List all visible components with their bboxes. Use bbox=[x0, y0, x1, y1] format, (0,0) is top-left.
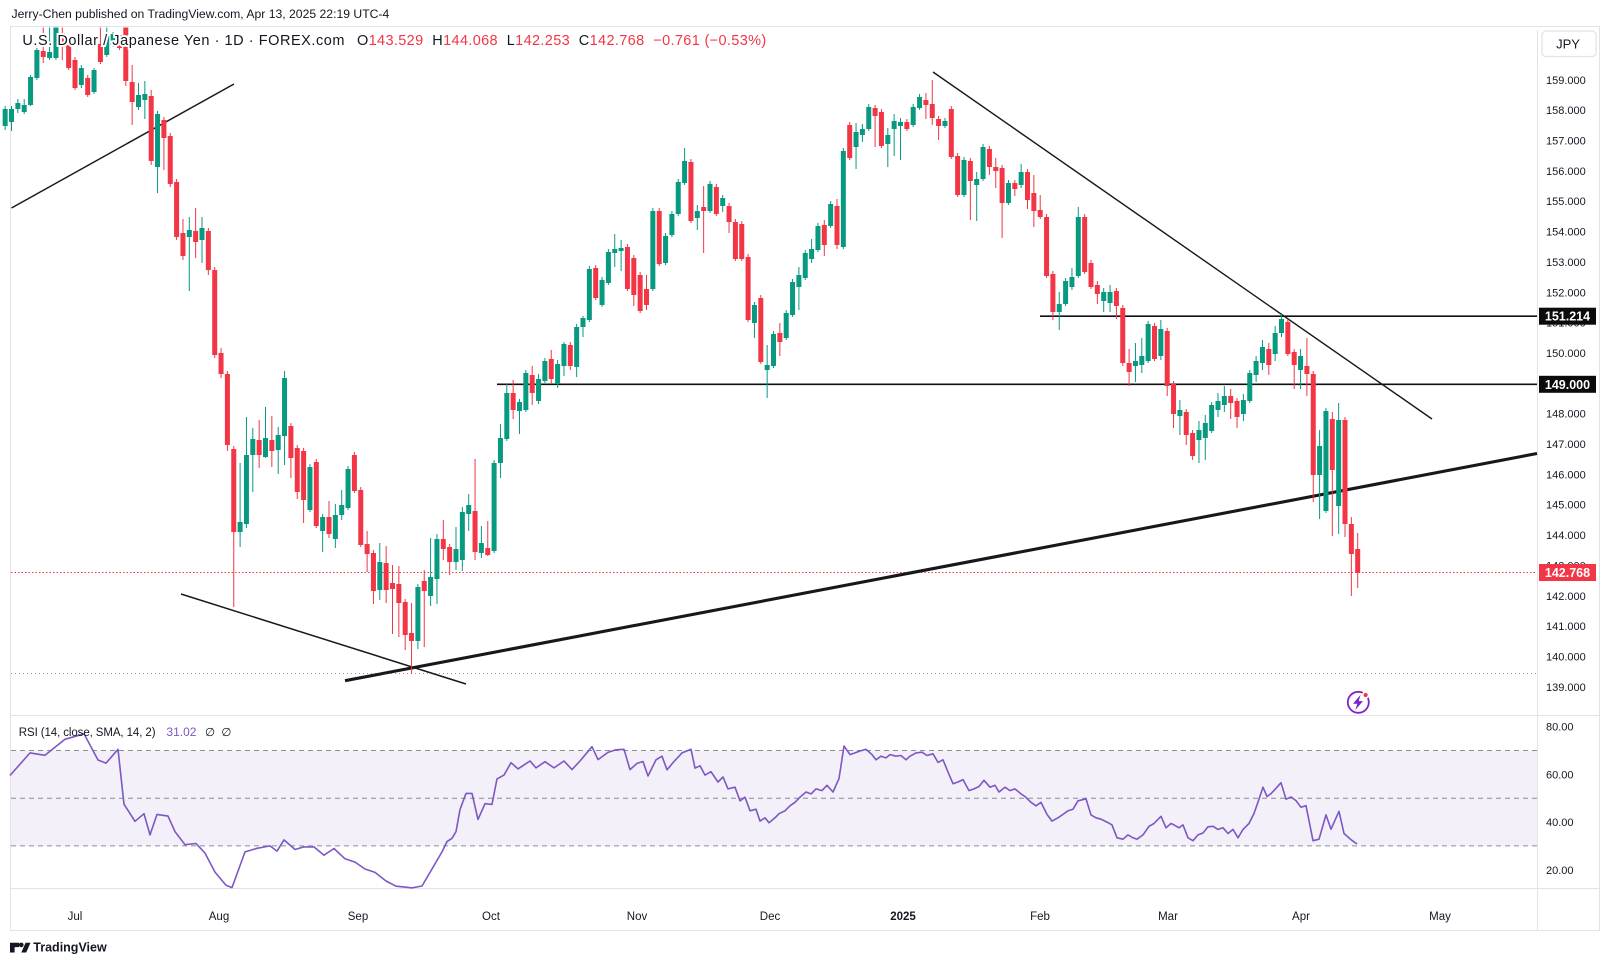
svg-text:Jerry-Chen published on Tradin: Jerry-Chen published on TradingView.com,… bbox=[12, 7, 390, 21]
svg-text:151.214: 151.214 bbox=[1545, 310, 1590, 324]
svg-text:Nov: Nov bbox=[627, 911, 648, 923]
svg-text:Oct: Oct bbox=[482, 911, 501, 923]
svg-text:149.000: 149.000 bbox=[1545, 378, 1590, 392]
svg-text:Aug: Aug bbox=[209, 911, 229, 923]
svg-text:145.000: 145.000 bbox=[1546, 500, 1586, 512]
svg-text:Jul: Jul bbox=[68, 911, 83, 923]
svg-text:148.000: 148.000 bbox=[1546, 409, 1586, 421]
svg-text:144.000: 144.000 bbox=[1546, 530, 1586, 542]
svg-text:152.000: 152.000 bbox=[1546, 287, 1586, 299]
svg-text:TradingView: TradingView bbox=[33, 941, 107, 955]
svg-text:May: May bbox=[1429, 911, 1451, 923]
svg-text:140.000: 140.000 bbox=[1546, 652, 1586, 664]
svg-text:2025: 2025 bbox=[890, 911, 916, 923]
svg-text:U.S. Dollar / Japanese Yen · 1: U.S. Dollar / Japanese Yen · 1D · FOREX.… bbox=[22, 33, 345, 49]
svg-text:JPY: JPY bbox=[1556, 37, 1580, 52]
svg-text:147.000: 147.000 bbox=[1546, 439, 1586, 451]
svg-text:O143.529 H144.068 L142.253: O143.529 H144.068 L142.253 C142.768 −0.7… bbox=[357, 33, 767, 49]
svg-text:155.000: 155.000 bbox=[1546, 196, 1586, 208]
svg-text:154.000: 154.000 bbox=[1546, 227, 1586, 239]
svg-text:146.000: 146.000 bbox=[1546, 469, 1586, 481]
svg-text:Apr: Apr bbox=[1292, 911, 1310, 923]
svg-text:142.000: 142.000 bbox=[1546, 591, 1586, 603]
svg-text:80.00: 80.00 bbox=[1546, 722, 1574, 734]
svg-text:Feb: Feb bbox=[1030, 911, 1050, 923]
svg-text:40.00: 40.00 bbox=[1546, 817, 1574, 829]
svg-text:158.000: 158.000 bbox=[1546, 105, 1586, 117]
svg-text:159.000: 159.000 bbox=[1546, 75, 1586, 87]
svg-text:157.000: 157.000 bbox=[1546, 136, 1586, 148]
svg-text:∅ ∅: ∅ ∅ bbox=[205, 727, 231, 739]
svg-text:153.000: 153.000 bbox=[1546, 257, 1586, 269]
svg-text:141.000: 141.000 bbox=[1546, 621, 1586, 633]
svg-text:Mar: Mar bbox=[1158, 911, 1178, 923]
svg-text:60.00: 60.00 bbox=[1546, 769, 1574, 781]
svg-text:150.000: 150.000 bbox=[1546, 348, 1586, 360]
svg-text:139.000: 139.000 bbox=[1546, 682, 1586, 694]
svg-text:20.00: 20.00 bbox=[1546, 865, 1574, 877]
svg-text:Dec: Dec bbox=[760, 911, 781, 923]
svg-text:31.02: 31.02 bbox=[166, 725, 196, 739]
svg-text:Sep: Sep bbox=[348, 911, 368, 923]
svg-text:156.000: 156.000 bbox=[1546, 166, 1586, 178]
svg-text:RSI (14, close, SMA, 14, 2): RSI (14, close, SMA, 14, 2) bbox=[19, 727, 156, 739]
svg-text:142.768: 142.768 bbox=[1545, 566, 1590, 580]
